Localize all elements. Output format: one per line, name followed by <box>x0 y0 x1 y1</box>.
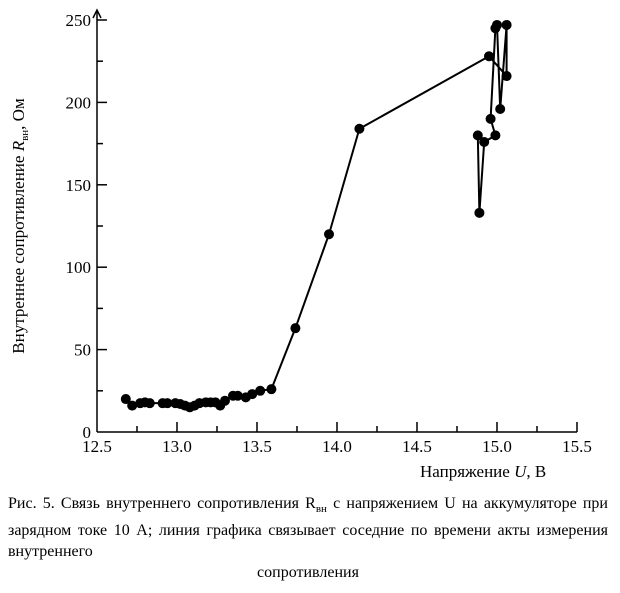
data-point <box>220 395 230 406</box>
data-point <box>255 385 266 396</box>
data-point <box>501 19 512 30</box>
x-tick-label: 12.5 <box>82 437 112 456</box>
data-point <box>290 323 301 334</box>
y-tick-label: 200 <box>66 93 92 112</box>
x-tick-label: 14.5 <box>402 437 432 456</box>
x-tick-label: 15.5 <box>562 437 592 456</box>
x-tick-label: 13.0 <box>162 437 192 456</box>
data-point <box>495 103 506 114</box>
series-line <box>125 24 508 409</box>
y-tick-label: 250 <box>66 11 92 30</box>
data-point <box>490 23 501 34</box>
data-point <box>472 130 483 141</box>
x-tick-label: 15.0 <box>482 437 512 456</box>
x-axis-label: Напряжение U, В <box>420 462 547 481</box>
y-tick-label: 150 <box>66 176 92 195</box>
data-point <box>127 400 138 411</box>
data-point <box>232 390 243 401</box>
data-point <box>247 389 258 400</box>
y-axis-label: Внутреннее сопротивление Rвн, Ом <box>9 98 31 354</box>
x-tick-label: 14.0 <box>322 437 352 456</box>
data-point <box>501 71 512 82</box>
data-point <box>485 113 496 124</box>
data-point <box>490 130 501 141</box>
data-point <box>266 384 277 395</box>
y-axis-arrow <box>92 8 102 19</box>
figure-caption: Рис. 5. Связь внутреннего сопротивления … <box>8 495 608 582</box>
data-point <box>120 394 131 405</box>
y-tick-label: 100 <box>66 258 92 277</box>
x-tick-label: 13.5 <box>242 437 272 456</box>
data-point <box>144 398 155 409</box>
data-point <box>479 136 490 147</box>
data-point <box>162 398 173 409</box>
data-point <box>484 51 494 62</box>
data-point <box>474 207 485 218</box>
y-tick-label: 0 <box>83 423 92 442</box>
data-point <box>354 123 365 134</box>
data-point <box>324 229 334 240</box>
y-tick-label: 50 <box>74 341 91 360</box>
chart: 12.5 13.0 13.5 14.0 14.5 15.0 15.5 0 50 100 150 200… <box>9 8 592 456</box>
